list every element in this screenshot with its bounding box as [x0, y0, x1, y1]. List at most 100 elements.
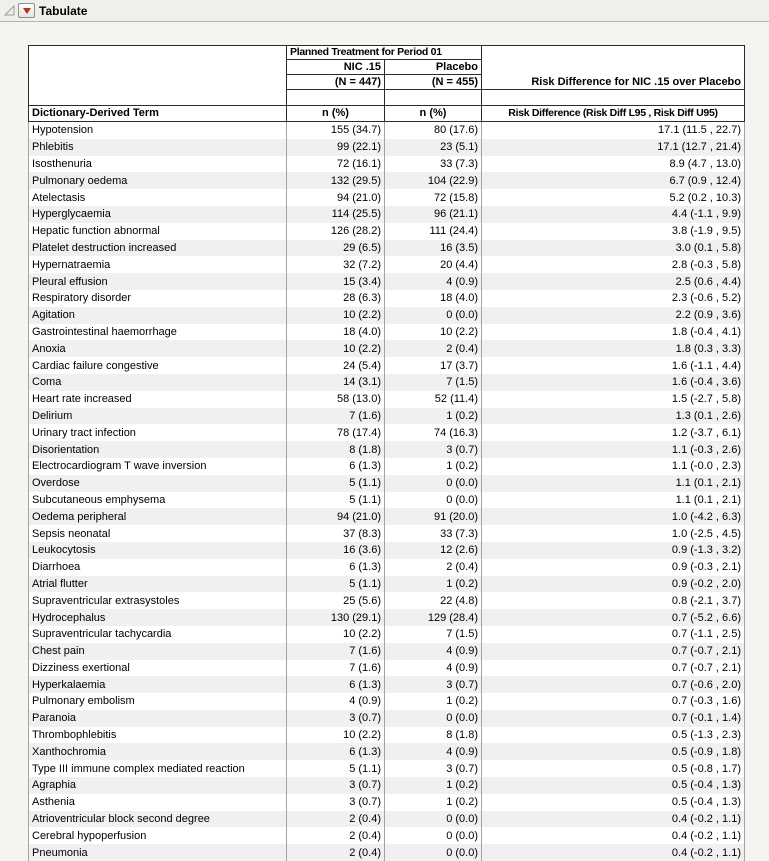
- term-cell: Type III immune complex mediated reactio…: [28, 760, 287, 778]
- term-cell: Supraventricular extrasystoles: [28, 592, 287, 610]
- placebo-count-cell: 33 (7.3): [385, 525, 482, 542]
- risk-difference-cell: 1.6 (-1.1 , 4.4): [482, 357, 745, 374]
- risk-difference-cell: 0.4 (-0.2 , 1.1): [482, 844, 745, 861]
- placebo-count-cell: 17 (3.7): [385, 357, 482, 374]
- table-row: Disorientation 8 (1.8) 3 (0.7) 1.1 (-0.3 , …: [28, 441, 745, 458]
- placebo-count-cell: 0 (0.0): [385, 827, 482, 845]
- risk-difference-cell: 0.5 (-0.8 , 1.7): [482, 760, 745, 778]
- table-row: Urinary tract infection 78 (17.4) 74 (16.3…: [28, 424, 745, 442]
- term-cell: Urinary tract infection: [28, 424, 287, 442]
- risk-difference-cell: 0.4 (-0.2 , 1.1): [482, 810, 745, 828]
- term-cell: Chest pain: [28, 642, 287, 660]
- risk-difference-cell: 1.3 (0.1 , 2.6): [482, 407, 745, 425]
- report-title[interactable]: Tabulate: [39, 3, 88, 18]
- term-cell: Gastrointestinal haemorrhage: [28, 323, 287, 341]
- placebo-count-cell: 4 (0.9): [385, 659, 482, 677]
- table-row: Respiratory disorder 28 (6.3) 18 (4.0) 2.3 …: [28, 289, 745, 307]
- nic-count-cell: 3 (0.7): [287, 793, 385, 811]
- placebo-count-cell: 129 (28.4): [385, 609, 482, 626]
- nic-count-cell: 6 (1.3): [287, 743, 385, 761]
- table-row: Phlebitis 99 (22.1) 23 (5.1) 17.1 (12.7 , 2…: [28, 138, 745, 156]
- placebo-count-cell: 1 (0.2): [385, 457, 482, 475]
- table-row: Chest pain 7 (1.6) 4 (0.9) 0.7 (-0.7 , 2.1): [28, 642, 745, 660]
- table-row: Hyperkalaemia 6 (1.3) 3 (0.7) 0.7 (-0.6 , 2…: [28, 676, 745, 694]
- risk-difference-cell: 0.4 (-0.2 , 1.1): [482, 827, 745, 845]
- open-disclosure-triangle-icon[interactable]: [4, 5, 15, 16]
- table-row: Diarrhoea 6 (1.3) 2 (0.4) 0.9 (-0.3 , 2.1): [28, 558, 745, 576]
- nic-count-cell: 3 (0.7): [287, 709, 385, 727]
- risk-difference-cell: 2.8 (-0.3 , 5.8): [482, 256, 745, 274]
- column-header-placebo: Placebo: [385, 60, 482, 75]
- nic-count-cell: 126 (28.2): [287, 222, 385, 240]
- nic-count-cell: 114 (25.5): [287, 205, 385, 223]
- nic-count-cell: 5 (1.1): [287, 575, 385, 593]
- nic-count-cell: 58 (13.0): [287, 390, 385, 408]
- risk-difference-cell: 8.9 (4.7 , 13.0): [482, 155, 745, 173]
- table-row: Paranoia 3 (0.7) 0 (0.0) 0.7 (-0.1 , 1.4): [28, 709, 745, 727]
- placebo-count-cell: 12 (2.6): [385, 541, 482, 559]
- nic-count-cell: 2 (0.4): [287, 844, 385, 861]
- risk-difference-cell: 0.7 (-0.3 , 1.6): [482, 693, 745, 710]
- nic-count-cell: 2 (0.4): [287, 827, 385, 845]
- term-cell: Hypotension: [28, 122, 287, 139]
- term-cell: Delirium: [28, 407, 287, 425]
- table-body: Hypotension 155 (34.7) 80 (17.6) 17.1 (11.5…: [28, 122, 745, 861]
- table-row: Isosthenuria 72 (16.1) 33 (7.3) 8.9 (4.7 , …: [28, 155, 745, 173]
- nic-count-cell: 25 (5.6): [287, 592, 385, 610]
- table-row: Gastrointestinal haemorrhage 18 (4.0) 10 (…: [28, 323, 745, 341]
- table-row: Oedema peripheral 94 (21.0) 91 (20.0) 1.0 (…: [28, 508, 745, 526]
- placebo-n-label: (N = 455): [385, 75, 482, 90]
- nic-count-cell: 78 (17.4): [287, 424, 385, 442]
- nic-count-cell: 2 (0.4): [287, 810, 385, 828]
- header-corner-cell: [28, 45, 287, 105]
- risk-difference-cell: 1.6 (-0.4 , 3.6): [482, 373, 745, 391]
- table-row: Hypernatraemia 32 (7.2) 20 (4.4) 2.8 (-0.3 …: [28, 256, 745, 274]
- term-cell: Hepatic function abnormal: [28, 222, 287, 240]
- risk-difference-cell: 0.7 (-0.7 , 2.1): [482, 659, 745, 677]
- placebo-count-cell: 20 (4.4): [385, 256, 482, 274]
- table-header: Planned Treatment for Period 01 NIC .15 …: [28, 45, 745, 122]
- table-row: Pneumonia 2 (0.4) 0 (0.0) 0.4 (-0.2 , 1.1): [28, 844, 745, 861]
- risk-difference-cell: 1.5 (-2.7 , 5.8): [482, 390, 745, 408]
- term-cell: Atelectasis: [28, 189, 287, 206]
- term-cell: Asthenia: [28, 793, 287, 811]
- term-cell: Cardiac failure congestive: [28, 357, 287, 374]
- nic-count-cell: 24 (5.4): [287, 357, 385, 374]
- term-cell: Platelet destruction increased: [28, 239, 287, 257]
- placebo-count-cell: 52 (11.4): [385, 390, 482, 408]
- risk-difference-cell: 0.5 (-0.4 , 1.3): [482, 777, 745, 794]
- risk-difference-cell: 1.2 (-3.7 , 6.1): [482, 424, 745, 442]
- term-cell: Hyperglycaemia: [28, 205, 287, 223]
- term-cell: Pneumonia: [28, 844, 287, 861]
- placebo-count-cell: 3 (0.7): [385, 676, 482, 694]
- nic-count-cell: 28 (6.3): [287, 289, 385, 307]
- risk-difference-cell: 0.9 (-1.3 , 3.2): [482, 541, 745, 559]
- nic-count-cell: 6 (1.3): [287, 676, 385, 694]
- table-row: Supraventricular tachycardia 10 (2.2) 7 (1…: [28, 625, 745, 643]
- term-cell: Atrial flutter: [28, 575, 287, 593]
- term-cell: Pulmonary oedema: [28, 172, 287, 190]
- nic-count-cell: 10 (2.2): [287, 306, 385, 324]
- risk-difference-cell: 17.1 (12.7 , 21.4): [482, 138, 745, 156]
- risk-difference-cell: 1.1 (0.1 , 2.1): [482, 491, 745, 509]
- treatment-group-header: Planned Treatment for Period 01: [287, 45, 482, 60]
- term-cell: Disorientation: [28, 441, 287, 458]
- term-cell: Thrombophlebitis: [28, 726, 287, 744]
- placebo-count-cell: 4 (0.9): [385, 743, 482, 761]
- nic-count-cell: 18 (4.0): [287, 323, 385, 341]
- table-row: Thrombophlebitis 10 (2.2) 8 (1.8) 0.5 (-1.3…: [28, 726, 745, 744]
- term-cell: Diarrhoea: [28, 558, 287, 576]
- term-cell: Leukocytosis: [28, 541, 287, 559]
- table-row: Leukocytosis 16 (3.6) 12 (2.6) 0.9 (-1.3 , …: [28, 541, 745, 559]
- placebo-count-cell: 3 (0.7): [385, 760, 482, 778]
- term-cell: Cerebral hypoperfusion: [28, 827, 287, 845]
- term-cell: Anoxia: [28, 340, 287, 358]
- nic-count-cell: 37 (8.3): [287, 525, 385, 542]
- term-cell: Respiratory disorder: [28, 289, 287, 307]
- red-triangle-menu-button[interactable]: [18, 3, 35, 18]
- risk-difference-cell: 1.8 (-0.4 , 4.1): [482, 323, 745, 341]
- nic-count-cell: 10 (2.2): [287, 726, 385, 744]
- risk-difference-cell: 1.1 (-0.0 , 2.3): [482, 457, 745, 475]
- table-row: Pleural effusion 15 (3.4) 4 (0.9) 2.5 (0.6 …: [28, 273, 745, 290]
- risk-difference-cell: 0.5 (-0.4 , 1.3): [482, 793, 745, 811]
